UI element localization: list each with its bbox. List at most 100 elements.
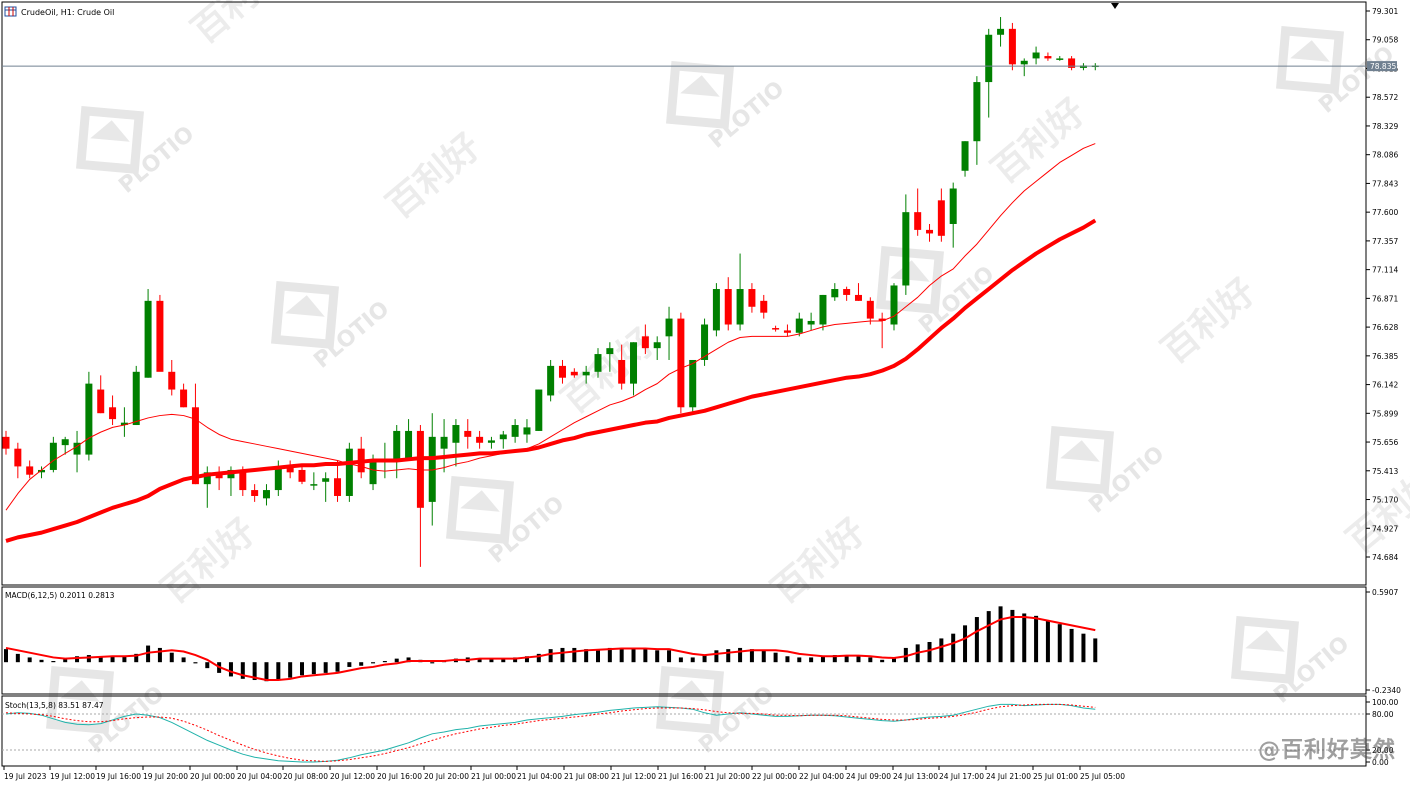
watermark-chinese: 百利好	[184, 0, 293, 52]
candle-body	[547, 365, 555, 396]
macd-bar	[193, 662, 198, 664]
candle-body	[251, 490, 259, 496]
shift-marker-icon[interactable]	[1111, 3, 1119, 9]
watermark-logo: PLOTIO	[1026, 387, 1169, 519]
candle-body	[1056, 58, 1064, 60]
candle-body	[156, 300, 164, 372]
macd-bar	[63, 658, 68, 663]
candle	[961, 141, 969, 177]
stoch-lines	[5, 703, 1096, 763]
time-tick-label: 25 Jul 01:00	[1033, 772, 1078, 781]
macd-bar	[631, 649, 636, 663]
candle-body	[973, 82, 981, 142]
candle	[665, 306, 673, 360]
candle	[156, 294, 164, 372]
macd-bar	[607, 647, 612, 663]
macd-bar	[643, 649, 648, 663]
macd-bar	[489, 658, 494, 663]
candle	[298, 466, 306, 485]
time-tick-label: 24 Jul 09:00	[846, 772, 891, 781]
macd-bar	[347, 662, 352, 667]
watermark-chinese: 百利好	[774, 0, 883, 7]
macd-bar	[572, 647, 577, 663]
macd-bar	[619, 647, 624, 663]
candle	[937, 188, 945, 242]
svg-text:CrudeOil, H1: Crude Oil: CrudeOil, H1: Crude Oil	[21, 8, 114, 17]
candle	[97, 375, 105, 414]
macd-panel[interactable]: MACD(6,12,5) 0.2011 0.2813	[1, 586, 1367, 695]
watermark-brand: PLOTIO	[484, 492, 569, 569]
candle-body	[641, 336, 649, 349]
watermark-cn: 百利好	[1154, 271, 1263, 372]
price-panel[interactable]	[1, 1, 1367, 586]
watermark-chinese: 百利好	[379, 126, 488, 227]
candle-body	[85, 383, 93, 455]
candle-body	[748, 289, 756, 307]
watermark-cn: 百利好	[379, 126, 488, 227]
macd-bar	[678, 657, 683, 663]
macd-bar	[382, 661, 387, 663]
time-tick-label: 19 Jul 16:00	[96, 772, 141, 781]
time-tick-label: 21 Jul 20:00	[705, 772, 750, 781]
macd-bar	[998, 606, 1003, 663]
time-tick-label: 24 Jul 13:00	[893, 772, 938, 781]
watermark-chinese: 百利好	[1339, 461, 1410, 562]
time-tick-label: 21 Jul 04:00	[517, 772, 562, 781]
candle-body	[630, 342, 638, 384]
time-tick-label: 20 Jul 16:00	[377, 772, 422, 781]
stoch-panel[interactable]: Stoch(13,5,8) 83.51 87.47	[1, 695, 1367, 767]
candle-body	[132, 371, 140, 426]
candle	[215, 466, 223, 491]
price-tick-label: 74.927	[1372, 524, 1398, 533]
candle	[191, 383, 199, 485]
macd-bar	[524, 656, 529, 663]
stoch-tick-label: 0.00	[1372, 758, 1389, 767]
macd-bar	[252, 662, 257, 681]
watermark-logo: PLOTIO	[646, 22, 789, 154]
price-tick-label: 76.385	[1372, 352, 1398, 361]
price-tick-label: 79.058	[1372, 36, 1398, 45]
candle-body	[180, 389, 188, 408]
price-tick-label: 77.114	[1372, 266, 1398, 275]
macd-bar	[75, 656, 80, 663]
watermark-cn: 百利好	[554, 321, 663, 422]
candle	[310, 472, 318, 491]
macd-bar	[951, 633, 956, 663]
macd-tick-label: -0.2340	[1372, 686, 1401, 695]
candle-body	[97, 389, 105, 414]
candle	[985, 28, 993, 118]
candle-body	[854, 294, 862, 301]
candle-body	[262, 490, 270, 499]
time-tick-label: 24 Jul 17:00	[939, 772, 984, 781]
candle	[168, 359, 176, 396]
candle-body	[1032, 52, 1040, 59]
stoch-axis: 100.00 80.00 20.00 0.00	[1366, 698, 1398, 767]
candle	[677, 312, 685, 414]
candle	[854, 283, 862, 301]
candle	[499, 430, 507, 449]
candle	[440, 419, 448, 473]
candle	[641, 324, 649, 355]
candle-body	[298, 469, 306, 482]
candle	[132, 365, 140, 426]
price-tick-label: 78.086	[1372, 151, 1398, 160]
watermark-cn: 百利好	[154, 511, 263, 612]
candle-body	[369, 460, 377, 485]
macd-bar	[110, 656, 115, 663]
candle	[630, 342, 638, 396]
macd-bar	[51, 661, 56, 663]
candle-body	[866, 300, 874, 319]
candle-body	[949, 188, 957, 224]
candle	[405, 419, 413, 461]
candle-body	[819, 294, 827, 325]
candle-body	[961, 141, 969, 171]
candle	[724, 277, 732, 331]
candle	[926, 223, 934, 242]
candle-body	[61, 439, 69, 446]
candle-body	[724, 289, 732, 325]
macd-bar	[536, 653, 541, 663]
stoch-signal-line	[5, 703, 1096, 762]
moving-averages	[5, 143, 1097, 543]
macd-bar	[655, 650, 660, 663]
